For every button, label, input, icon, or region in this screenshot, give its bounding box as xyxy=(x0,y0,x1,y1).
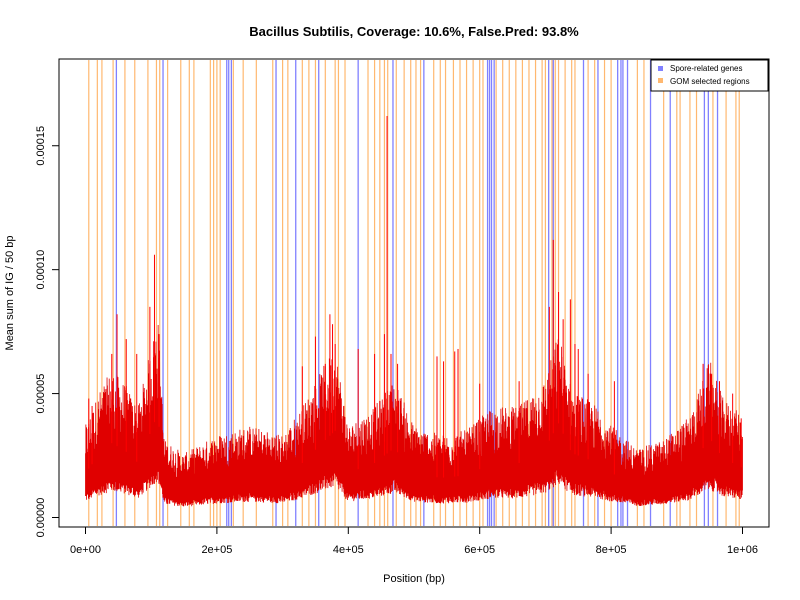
chart-title: Bacillus Subtilis, Coverage: 10.6%, Fals… xyxy=(249,24,579,39)
x-axis-label: Position (bp) xyxy=(383,573,445,585)
legend-swatch-spore xyxy=(658,66,663,71)
y-tick-label: 0.00005 xyxy=(35,374,47,414)
y-tick-label: 0.00015 xyxy=(35,126,47,166)
y-tick-label: 0.00010 xyxy=(35,250,47,290)
x-tick-label: 0e+00 xyxy=(70,544,101,556)
y-axis: 0.00000 0.00005 0.00010 0.00015 xyxy=(35,126,60,538)
legend-label-spore: Spore-related genes xyxy=(670,64,743,73)
legend-box xyxy=(650,59,769,92)
y-tick-label: 0.00000 xyxy=(35,498,47,538)
legend-swatch-gom xyxy=(658,78,663,83)
x-tick-label: 8e+05 xyxy=(596,544,627,556)
x-axis: 0e+00 2e+05 4e+05 6e+05 8e+05 1e+06 xyxy=(70,526,758,556)
legend-label-gom: GOM selected regions xyxy=(670,77,750,86)
y-axis-label: Mean sum of IG / 50 bp xyxy=(4,236,16,351)
x-tick-label: 1e+06 xyxy=(727,544,758,556)
series-trace xyxy=(85,325,743,507)
x-tick-label: 2e+05 xyxy=(201,544,232,556)
x-tick-label: 4e+05 xyxy=(333,544,364,556)
legend: Spore-related genes GOM selected regions xyxy=(650,59,769,92)
coverage-series xyxy=(85,116,743,507)
x-tick-label: 6e+05 xyxy=(464,544,495,556)
